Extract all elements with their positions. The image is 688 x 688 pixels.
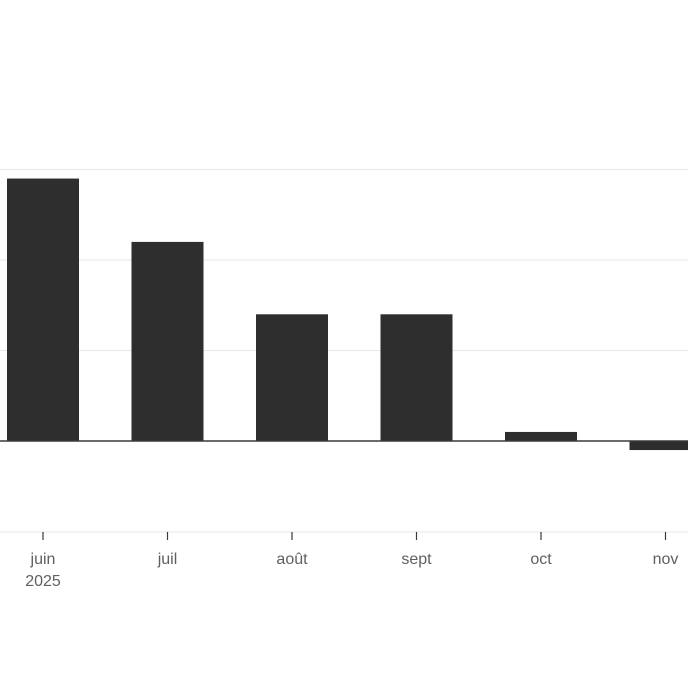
gridlines [0,169,688,351]
x-axis: juin 2025 juil août sept oct nov [0,440,688,590]
bar-nov [629,441,688,451]
bars [7,178,688,451]
x-tick-label: août [276,551,308,568]
x-tick-year-label: 2025 [25,573,61,590]
bar-juil [131,241,204,441]
bar-oct [505,431,577,441]
bar-août [256,314,328,441]
x-tick-label: juil [157,551,178,568]
bar-juin [7,178,79,442]
x-tick-label: sept [401,551,432,568]
x-tick-label: nov [653,551,679,568]
bar-sept [380,314,453,441]
x-tick-label: juin [30,551,56,568]
x-tick-label: oct [530,551,552,568]
